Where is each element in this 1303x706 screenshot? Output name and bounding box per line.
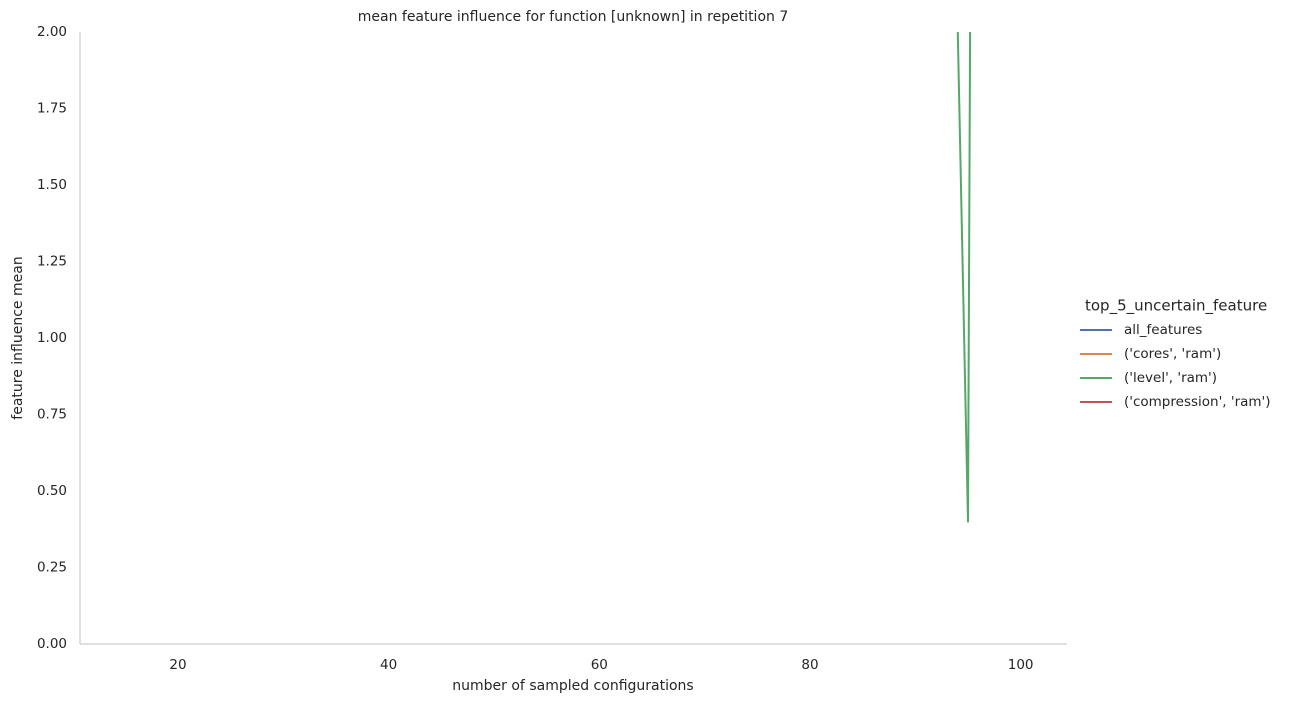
x-tick-label: 20 (169, 657, 186, 673)
y-tick-label: 0.25 (37, 560, 67, 576)
y-tick-label: 1.25 (37, 254, 67, 270)
legend-label: ('cores', 'ram') (1124, 346, 1221, 362)
x-tick-label: 100 (1008, 657, 1034, 673)
y-tick-label: 1.00 (37, 330, 67, 346)
y-tick-label: 2.00 (37, 24, 67, 40)
x-tick-label: 60 (591, 657, 608, 673)
legend-label: ('compression', 'ram') (1124, 394, 1271, 410)
chart-title: mean feature influence for function [unk… (358, 9, 789, 25)
y-tick-label: 1.75 (37, 101, 67, 117)
x-tick-label: 80 (801, 657, 818, 673)
y-tick-label: 0.00 (37, 636, 67, 652)
legend-title: top_5_uncertain_feature (1085, 297, 1267, 316)
x-axis-label: number of sampled configurations (452, 678, 693, 694)
y-tick-label: 1.50 (37, 177, 67, 193)
series-line (956, 32, 972, 523)
legend-label: all_features (1124, 322, 1202, 338)
y-axis-label: feature influence mean (10, 256, 26, 419)
plot-area (956, 32, 972, 523)
x-tick-label: 40 (380, 657, 397, 673)
y-tick-label: 0.75 (37, 407, 67, 423)
legend-label: ('level', 'ram') (1124, 370, 1217, 386)
y-tick-label: 0.50 (37, 483, 67, 499)
